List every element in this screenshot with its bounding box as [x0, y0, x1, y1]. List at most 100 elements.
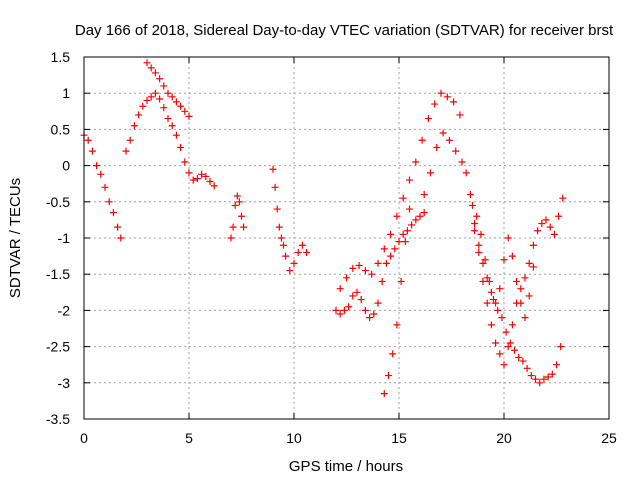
data-point — [84, 136, 92, 144]
data-point — [439, 129, 447, 137]
data-point — [475, 248, 483, 256]
data-point — [496, 350, 504, 358]
data-point — [181, 107, 189, 115]
data-point — [361, 267, 369, 275]
data-point — [525, 292, 533, 300]
data-point — [420, 209, 428, 217]
data-point — [235, 198, 243, 206]
data-point — [559, 194, 567, 202]
data-point — [553, 361, 560, 369]
data-point — [156, 95, 164, 103]
data-point — [160, 104, 168, 112]
series-track-j — [469, 201, 565, 387]
data-point — [156, 75, 164, 83]
x-tick-label: 20 — [496, 430, 512, 446]
data-point — [172, 98, 180, 106]
data-point — [408, 221, 416, 229]
x-tick-label: 15 — [391, 430, 407, 446]
data-point — [286, 267, 294, 275]
x-tick-label: 5 — [185, 430, 193, 446]
data-point — [458, 158, 466, 166]
data-point — [401, 238, 409, 246]
data-point — [280, 241, 287, 249]
data-point — [479, 277, 487, 285]
data-point — [177, 144, 185, 151]
data-point — [271, 183, 279, 191]
data-point — [534, 227, 542, 235]
data-point — [117, 234, 125, 242]
data-point — [168, 93, 176, 101]
data-point — [412, 216, 420, 224]
data-point — [555, 212, 563, 220]
data-point — [227, 234, 235, 242]
data-point — [469, 201, 476, 209]
data-point — [282, 252, 290, 260]
data-point — [275, 223, 283, 231]
data-point — [479, 259, 487, 267]
data-point — [450, 98, 458, 106]
data-point — [399, 194, 407, 202]
data-point — [380, 390, 388, 398]
data-point — [273, 205, 281, 213]
data-point — [540, 375, 548, 383]
data-point — [143, 59, 151, 67]
data-point — [508, 252, 516, 260]
data-point — [185, 112, 193, 120]
x-tick-labels: 0 5 10 15 20 25 — [80, 430, 617, 446]
y-tick-label: -1 — [58, 230, 71, 246]
data-point — [412, 158, 420, 166]
data-point — [397, 277, 405, 285]
data-point — [523, 364, 531, 372]
y-tick-labels: 1.5 1 0.5 0 -0.5 -1 -1.5 -2 -2.5 -3 -3.5 — [46, 49, 70, 427]
data-point — [511, 346, 518, 354]
data-point — [538, 220, 546, 228]
data-point — [462, 169, 470, 177]
data-point — [513, 277, 521, 285]
y-tick-label: 0.5 — [51, 121, 71, 137]
data-point — [504, 234, 512, 242]
data-point — [164, 115, 172, 123]
data-point — [88, 147, 96, 155]
data-point — [336, 285, 344, 293]
data-point — [229, 223, 237, 231]
chart-title: Day 166 of 2018, Sidereal Day-to-day VTE… — [75, 22, 614, 39]
series-track-c — [143, 59, 193, 120]
data-point — [466, 191, 474, 199]
data-point — [403, 227, 411, 235]
data-point — [504, 343, 512, 351]
data-point — [294, 248, 302, 256]
data-point — [393, 212, 401, 220]
data-point — [143, 96, 151, 104]
data-point — [500, 361, 508, 369]
data-point — [210, 182, 218, 190]
data-point — [548, 370, 556, 378]
data-point — [542, 216, 550, 224]
data-point — [406, 176, 413, 184]
data-point — [508, 321, 516, 329]
data-point — [492, 339, 500, 347]
data-point — [147, 64, 155, 72]
data-point — [515, 353, 523, 361]
data-point — [168, 122, 176, 130]
data-point — [206, 178, 214, 186]
data-point — [164, 89, 172, 97]
data-point — [366, 314, 374, 322]
data-point — [406, 205, 413, 213]
data-point — [521, 274, 529, 282]
series-track-g — [336, 89, 464, 293]
data-point — [544, 373, 552, 381]
data-point — [349, 292, 357, 300]
data-point — [532, 375, 539, 383]
data-point — [477, 230, 485, 238]
data-point — [395, 238, 403, 246]
data-point — [382, 259, 390, 267]
series-track-k — [471, 227, 537, 322]
data-point — [193, 175, 201, 183]
data-point — [443, 93, 451, 101]
data-point — [298, 241, 306, 249]
data-point — [557, 343, 565, 351]
data-point — [130, 122, 138, 130]
series-track-d — [227, 192, 248, 242]
data-point — [181, 158, 189, 166]
